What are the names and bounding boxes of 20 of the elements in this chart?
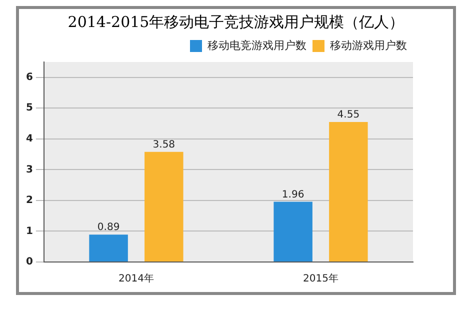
y-tick-label: 3: [26, 164, 33, 176]
x-tick-label: 2015年: [303, 272, 338, 285]
data-label: 4.55: [337, 110, 360, 121]
chart-title: 2014-2015年移动电子竞技游戏用户规模（亿人）: [66, 12, 406, 33]
bar: [274, 202, 312, 262]
x-tick-label: 2014年: [118, 272, 154, 285]
y-tick-label: 5: [26, 102, 33, 114]
y-tick-label: 1: [26, 226, 33, 237]
data-label: 3.58: [152, 139, 176, 150]
bar: [89, 234, 128, 262]
data-label: 1.96: [282, 189, 304, 200]
legend-label: 移动电竞游戏用户数: [208, 38, 306, 52]
y-tick-label: 2: [26, 195, 33, 206]
y-tick-label: 4: [26, 134, 33, 145]
y-tick-label: 6: [26, 72, 33, 83]
y-tick-label: 0: [26, 256, 33, 268]
bar: [144, 152, 184, 262]
data-label: 0.89: [97, 222, 120, 234]
bar: [329, 122, 368, 262]
legend-label: 移动游戏用户数: [330, 38, 407, 52]
